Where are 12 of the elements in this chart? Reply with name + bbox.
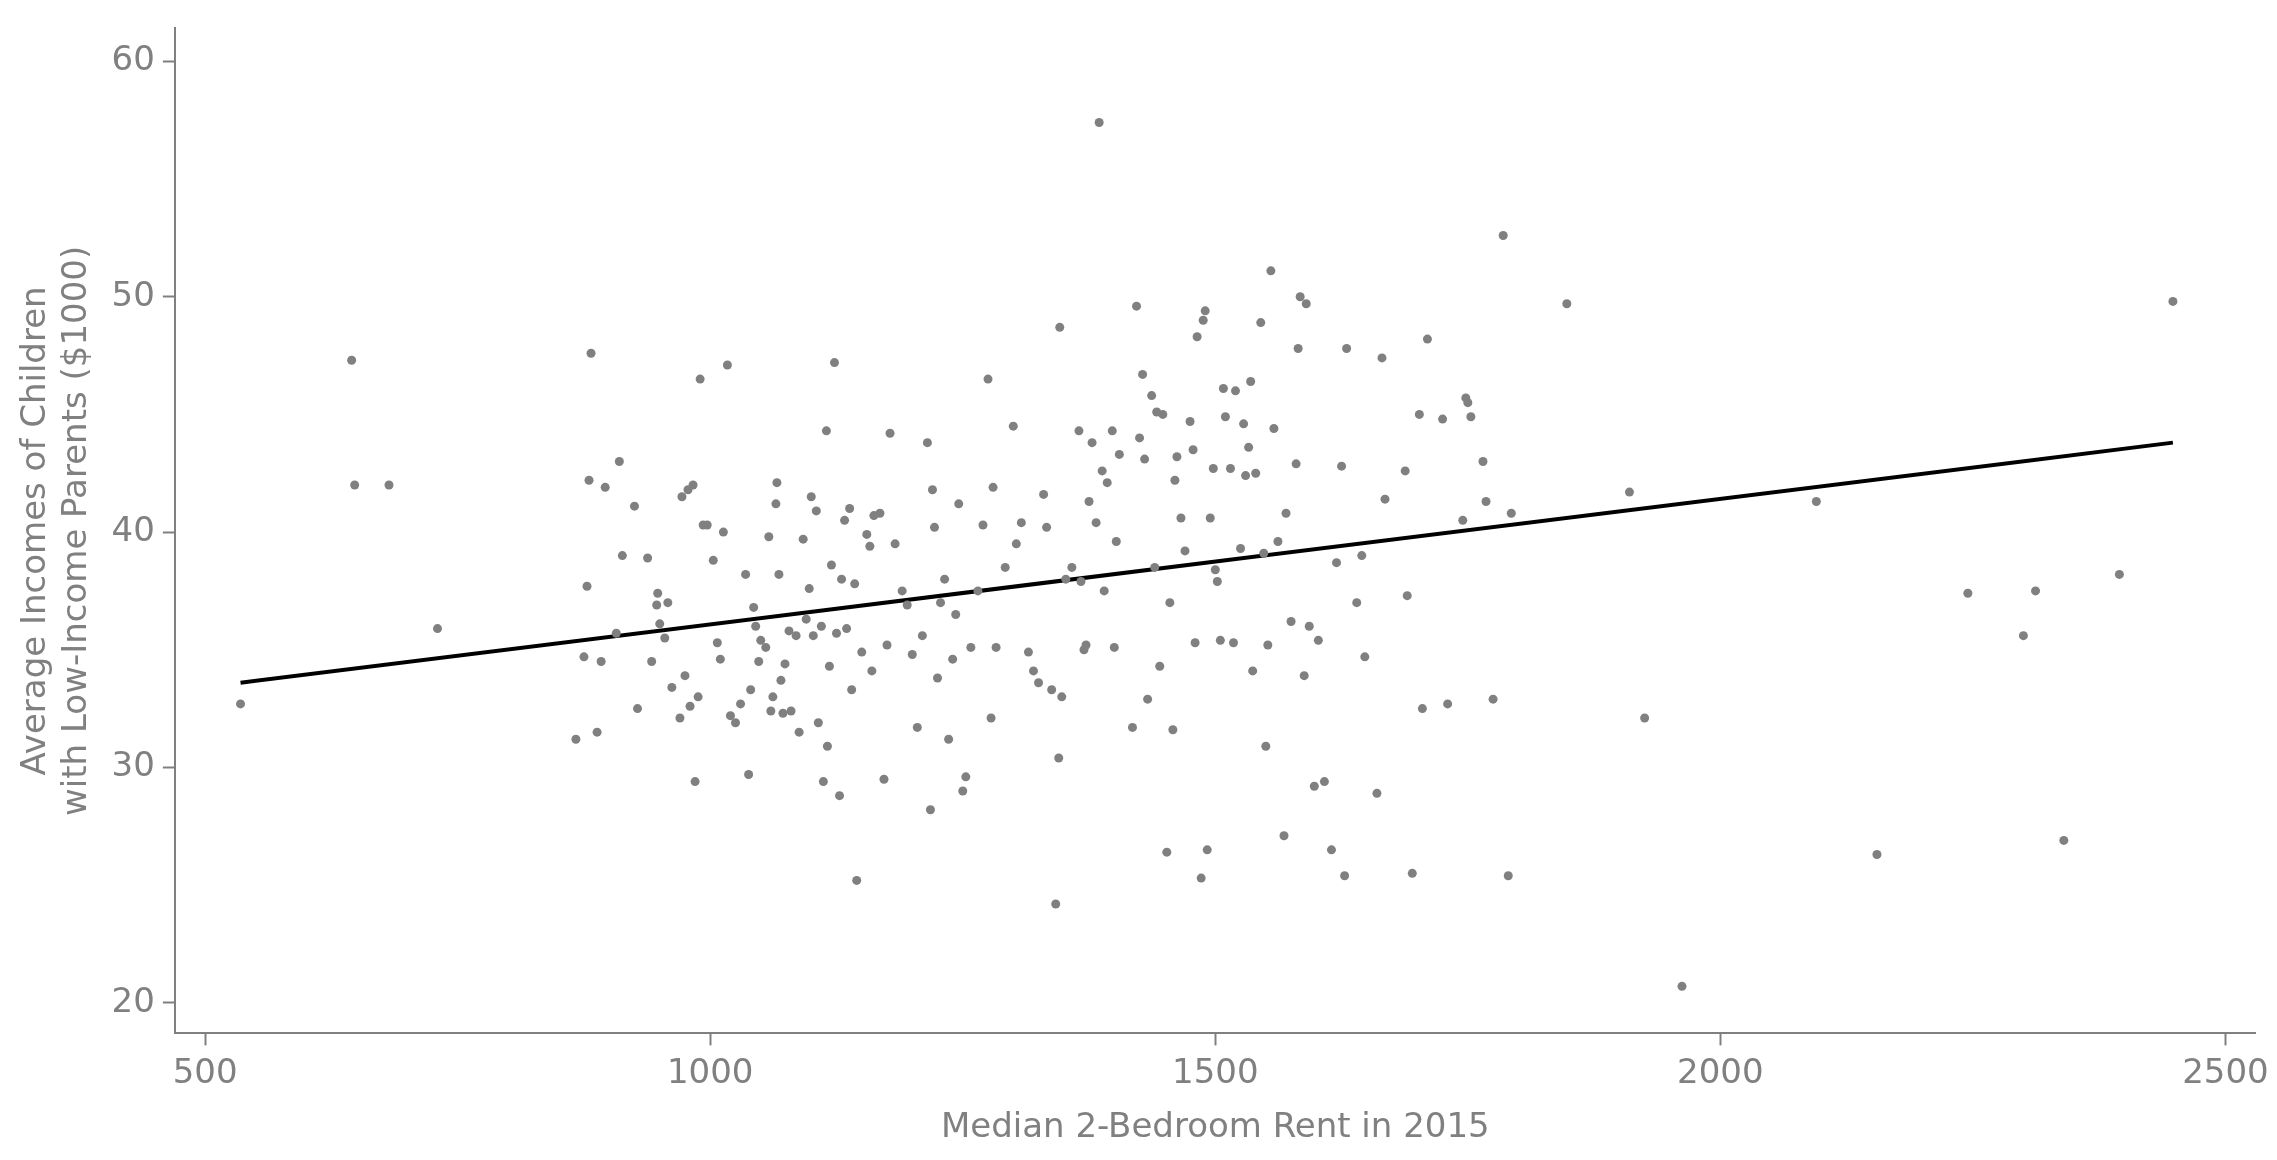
y-tick-label: 60: [111, 38, 155, 79]
x-tick-label: 2000: [1677, 1050, 1764, 1091]
y-tick-label: 30: [111, 744, 155, 785]
y-tick-label: 50: [111, 273, 155, 314]
x-axis-title: Median 2-Bedroom Rent in 2015: [940, 1105, 1490, 1146]
x-tick-label: 1000: [666, 1050, 754, 1091]
y-tick-label: 40: [111, 508, 155, 549]
x-tick-label: 2500: [2182, 1050, 2269, 1091]
x-tick-label: 500: [172, 1050, 238, 1091]
y-tick-label: 20: [111, 979, 155, 1020]
y-axis-title: Average Incomes of Children with Low-Income Parents ($1000): [13, 245, 95, 816]
x-tick-label: 1500: [1172, 1050, 1259, 1091]
